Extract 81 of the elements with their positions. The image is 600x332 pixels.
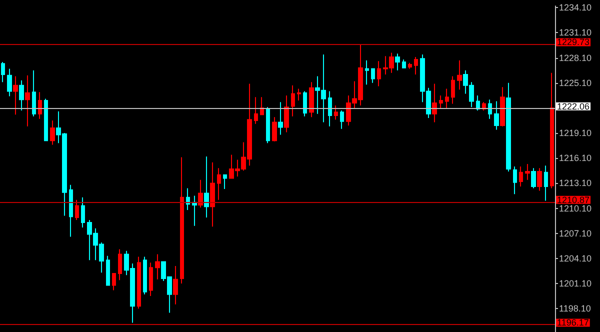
candlestick: [531, 168, 536, 189]
y-tick-label: 1198.10: [559, 304, 591, 314]
candlestick: [137, 256, 141, 310]
candlestick: [525, 163, 530, 180]
candlestick: [506, 82, 511, 172]
candlestick: [408, 62, 412, 70]
candlestick: [118, 248, 122, 281]
candlestick: [402, 58, 406, 68]
candlestick: [432, 83, 437, 123]
candlestick: [192, 195, 197, 226]
candlestick: [537, 168, 542, 192]
candlestick: [309, 82, 314, 118]
y-tick-label: 1207.10: [559, 228, 592, 238]
y-tick-label: 1231.10: [559, 28, 592, 38]
y-tick-label: 1210.10: [559, 203, 592, 214]
candlestick: [210, 162, 215, 228]
candlestick: [13, 76, 18, 116]
y-tick-label: 1228.10: [559, 52, 592, 63]
candlestick: [371, 68, 375, 84]
y-tick-label: 1234.10: [559, 2, 592, 13]
candlestick: [451, 76, 455, 104]
y-tick-label: 1225.10: [559, 78, 592, 88]
candlestick: [328, 90, 332, 127]
candlestick: [334, 104, 338, 120]
candlestick: [303, 90, 307, 117]
candlestick: [365, 60, 369, 86]
candlestick: [50, 120, 55, 146]
candlestick: [445, 88, 449, 108]
candlestick: [32, 70, 36, 117]
candlestick: [395, 53, 400, 71]
ref-line-label: 1196.17: [557, 318, 589, 328]
candlestick: [291, 84, 295, 117]
candlestick: [494, 100, 499, 130]
candlestick: [340, 110, 344, 130]
y-tick-label: 1213.10: [559, 178, 592, 188]
candlestick: [155, 254, 160, 280]
y-tick-label: 1204.10: [559, 253, 592, 264]
candlestick: [284, 94, 289, 133]
candlestick: [204, 156, 209, 218]
candlestick: [173, 265, 178, 305]
candlestick: [254, 96, 258, 124]
candlestick: [19, 80, 24, 111]
candlestick: [544, 165, 548, 202]
candlestick: [457, 60, 462, 90]
candlestick: [143, 256, 147, 295]
candlestick: [550, 72, 554, 189]
candlestick: [186, 188, 190, 210]
candlestick: [7, 68, 12, 97]
candlestick: [69, 184, 73, 238]
candlestick: [223, 174, 227, 190]
candlestick: [38, 92, 42, 120]
candlestick: [260, 96, 264, 116]
candlestick: [180, 156, 184, 284]
candlestick: [266, 106, 270, 144]
candlestick: [297, 88, 301, 101]
candlestick: [149, 262, 153, 297]
candlestick: [519, 166, 523, 188]
candlestick: [198, 179, 203, 208]
candlestick: [513, 166, 517, 195]
candlestick: [488, 99, 492, 120]
candlestick: [81, 196, 85, 228]
candlestick: [1, 62, 5, 83]
candlestick: [414, 56, 418, 76]
candlestick: [500, 86, 505, 127]
candlestick: [439, 94, 443, 110]
candlestick: [25, 74, 30, 127]
ref-line-label: 1229.73: [557, 37, 590, 48]
candlestick: [106, 255, 110, 286]
ref-line-label: 1222.06: [557, 101, 590, 112]
y-tick-label: 1201.10: [559, 278, 592, 289]
candlestick: [75, 199, 79, 220]
candlestick: [217, 168, 221, 200]
y-tick-label: 1219.10: [559, 128, 592, 138]
y-tick-label: 1216.10: [559, 153, 592, 164]
candlestick: [278, 102, 283, 136]
candlestick: [272, 116, 277, 142]
candlestick: [377, 60, 381, 87]
candlestick: [44, 98, 48, 142]
candlestick: [476, 94, 480, 111]
candlestick: [112, 272, 116, 291]
ref-line-label: 1210.87: [557, 194, 590, 205]
